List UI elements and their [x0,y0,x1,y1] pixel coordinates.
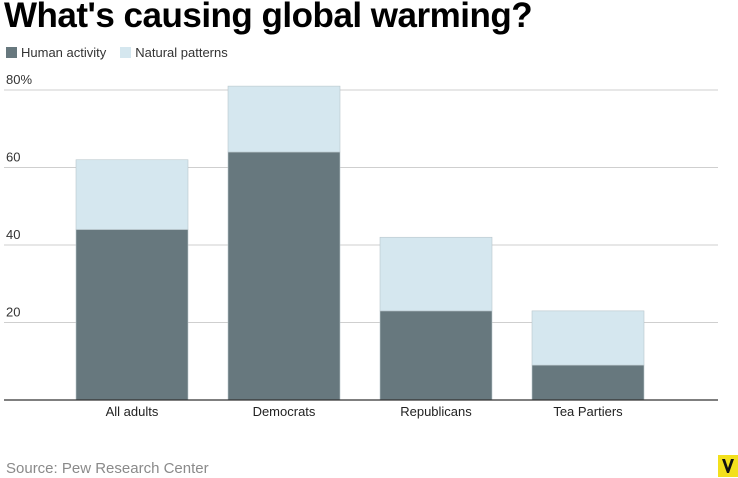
legend-label-natural-patterns: Natural patterns [135,45,228,60]
bar-human-activity-democrats [227,151,341,401]
bar-natural-patterns-republicans [379,236,493,312]
source-note: Source: Pew Research Center [6,460,209,477]
y-tick-label-60: 60 [6,150,20,165]
legend-swatch-human-activity [6,47,17,58]
bar-natural-patterns-all-adults [75,159,189,230]
bar-natural-patterns-tea-partiers [531,310,645,366]
bar-human-activity-tea-partiers [531,364,645,401]
y-tick-label-80: 80% [6,72,32,87]
bar-human-activity-republicans [379,310,493,401]
y-tick-label-20: 20 [6,305,20,320]
bar-human-activity-all-adults [75,229,189,401]
x-tick-label-democrats: Democrats [253,404,316,419]
legend-swatch-natural-patterns [120,47,132,58]
x-tick-label-republicans: Republicans [400,404,472,419]
vox-logo-icon [718,455,738,477]
legend-item-natural-patterns: Natural patterns [120,45,228,60]
legend: Human activity Natural patterns [6,45,242,60]
stacked-bar-chart: 20 40 60 80% All adults Democrats Republicans T… [4,72,718,419]
x-tick-label-all-adults: All adults [106,404,159,419]
bar-natural-patterns-democrats [227,85,341,153]
chart-title: What's causing global warming? [4,0,533,35]
y-tick-label-40: 40 [6,227,20,242]
x-tick-label-tea-partiers: Tea Partiers [553,404,623,419]
legend-label-human-activity: Human activity [21,45,107,60]
legend-item-human-activity: Human activity [6,45,106,60]
